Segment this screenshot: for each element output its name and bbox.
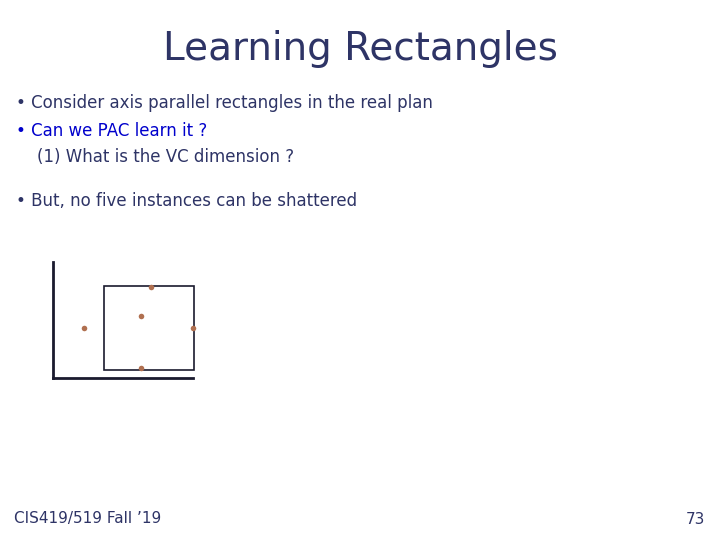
Text: 73: 73 — [686, 511, 706, 526]
Bar — [104, 286, 194, 370]
Text: Learning Rectangles: Learning Rectangles — [163, 30, 557, 68]
Text: • Consider axis parallel rectangles in the real plan: • Consider axis parallel rectangles in t… — [16, 94, 433, 112]
Text: • But, no five instances can be shattered: • But, no five instances can be shattere… — [16, 192, 357, 210]
Text: • Can we PAC learn it ?: • Can we PAC learn it ? — [16, 122, 207, 139]
Text: (1) What is the VC dimension ?: (1) What is the VC dimension ? — [16, 148, 294, 166]
Text: CIS419/519 Fall ’19: CIS419/519 Fall ’19 — [14, 511, 162, 526]
